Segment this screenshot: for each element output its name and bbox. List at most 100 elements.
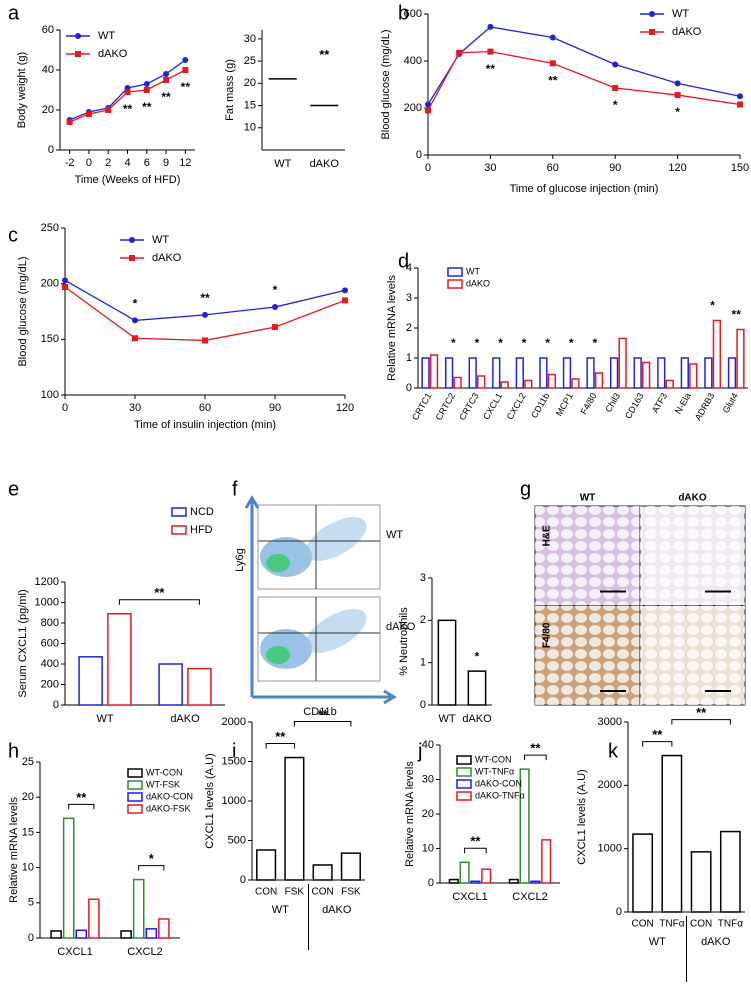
flow-axis-arrow (244, 495, 260, 697)
bar (571, 378, 580, 389)
marker (487, 48, 494, 55)
bracket-label: ** (696, 705, 707, 720)
annotation: ** (732, 308, 742, 322)
y-axis-label: CXCL1 levels (A.U) (576, 769, 588, 864)
bar (421, 357, 430, 389)
panel-letter: f (232, 478, 238, 500)
y-tick-label: 400 (41, 658, 59, 670)
marker (549, 60, 556, 67)
legend-swatch (456, 767, 472, 777)
legend-swatch (456, 779, 472, 789)
x-tick-label: 150 (731, 162, 749, 174)
x-axis-label: Time of glucose injection (min) (510, 183, 659, 195)
micrograph-texture (640, 605, 745, 705)
marker (456, 49, 463, 56)
bar (515, 357, 524, 389)
annotation: * (451, 336, 456, 350)
bracket (464, 847, 487, 854)
x-tick-label: CON (690, 919, 712, 930)
legend-label: dAKO-FSK (146, 803, 191, 813)
bracket (138, 865, 165, 871)
legend-swatch (171, 507, 187, 517)
y-tick-label: 0 (428, 877, 434, 889)
bracket (524, 754, 547, 761)
legend-swatch (456, 755, 472, 765)
marker (487, 23, 494, 30)
y-tick-label: 3000 (598, 716, 622, 728)
y-tick-label: 20 (244, 77, 256, 89)
bar (736, 328, 745, 389)
x-tick-label: MCP1 (554, 391, 575, 418)
y-tick-label: 25 (22, 756, 34, 768)
marker (163, 77, 170, 83)
panel-letter: g (520, 478, 531, 500)
legend-label: WT (98, 30, 115, 42)
bar (120, 930, 132, 939)
y-tick-label: 30 (244, 33, 256, 45)
y-tick-label: 40 (42, 64, 54, 76)
y-tick-label: 1500 (222, 755, 246, 767)
x-tick-label: Glut4 (721, 391, 740, 415)
legend-swatch (127, 780, 143, 790)
legend-swatch (456, 791, 472, 801)
marker (163, 71, 170, 77)
bar (481, 868, 492, 884)
x-tick-label: CD11b (529, 391, 551, 420)
annotation: * (522, 336, 527, 350)
marker (272, 304, 278, 311)
x-tick-label: CXCL2 (127, 946, 162, 958)
x-tick-label: 60 (547, 162, 559, 174)
marker (549, 34, 556, 41)
bar (256, 849, 277, 881)
panel-letter: a (8, 2, 20, 24)
x-tick-label: CON (632, 919, 654, 930)
bar (88, 898, 100, 939)
marker (674, 92, 681, 99)
legend-swatch (447, 267, 463, 277)
annotation: ** (486, 62, 496, 76)
bracket-label: ** (652, 727, 663, 742)
bar (719, 830, 741, 913)
bar (657, 357, 666, 389)
y-tick-label: 60 (42, 24, 54, 36)
legend-label: dAKO (152, 252, 182, 264)
bar (689, 363, 698, 389)
marker (62, 277, 68, 284)
y-axis-label: Relative mRNA levels (8, 797, 20, 903)
x-tick-label: TNFα (718, 919, 743, 930)
x-tick-label: dAKO (170, 713, 200, 725)
marker (612, 85, 619, 92)
annotation: * (592, 336, 597, 350)
x-tick-label: 120 (668, 162, 686, 174)
bracket-label: ** (275, 729, 286, 744)
column-label: dAKO (678, 493, 707, 504)
y-axis-label: % Neutrophils (398, 607, 410, 676)
y-tick-label: 200 (404, 102, 422, 114)
marker (132, 335, 138, 342)
legend-label: dAKO (466, 278, 490, 288)
x-tick-label: dAKO (310, 158, 340, 170)
legend-swatch (127, 804, 143, 814)
x-tick-label: CON (312, 887, 334, 898)
x-tick-label: 9 (163, 157, 169, 169)
x-tick-label: 120 (336, 402, 354, 414)
annotation: ** (548, 74, 558, 88)
x-tick-label: -2 (65, 157, 75, 169)
y-tick-label: 0 (240, 874, 246, 886)
y-axis-label: Relative mRNA levels (386, 275, 398, 381)
bar (187, 667, 212, 706)
marker (129, 255, 135, 261)
panel-letter: e (8, 478, 19, 500)
y-tick-label: 200 (41, 278, 59, 290)
bar (594, 372, 604, 389)
bracket (642, 741, 673, 747)
x-tick-label: 0 (425, 162, 431, 174)
bar (712, 319, 722, 389)
x-tick-label: 60 (199, 402, 211, 414)
marker (342, 287, 348, 294)
y-tick-label: 600 (404, 8, 422, 20)
bar (459, 861, 470, 884)
x-tick-label: 4 (124, 157, 130, 169)
bar (492, 357, 501, 389)
annotation: * (475, 336, 480, 350)
